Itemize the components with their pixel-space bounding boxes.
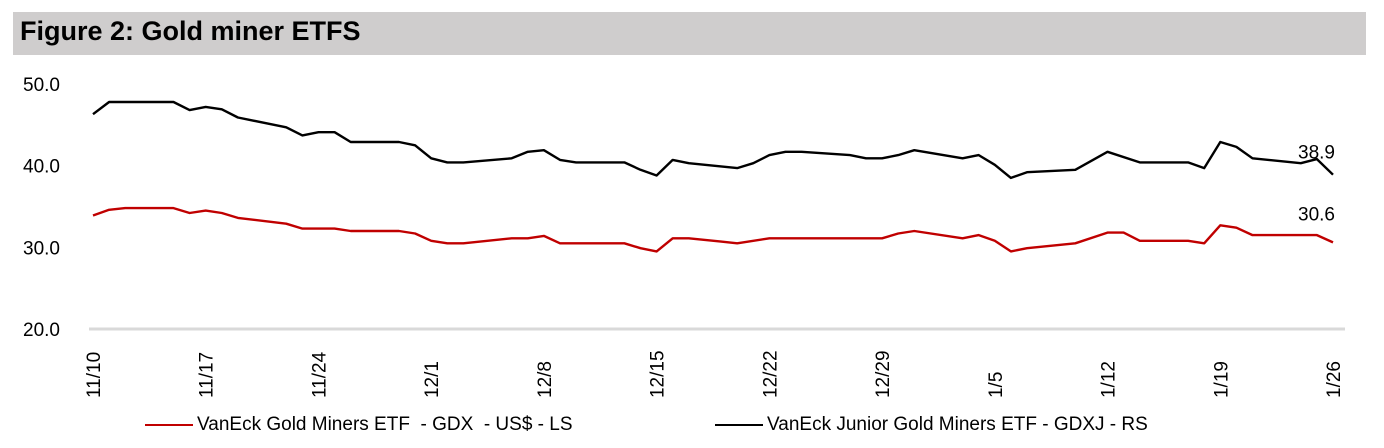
x-tick-label: 1/19 (1211, 361, 1232, 398)
title-bar (13, 12, 1366, 55)
x-tick-label: 12/1 (422, 361, 443, 398)
x-tick-label: 12/29 (873, 350, 894, 398)
x-tick-label: 11/17 (197, 352, 218, 398)
legend-item-gdxj: VanEck Junior Gold Miners ETF - GDXJ - R… (715, 414, 1148, 436)
series-line-gdxj (92, 100, 1334, 180)
legend-swatch-gdx (145, 423, 193, 426)
x-tick-label: 12/8 (535, 361, 556, 398)
series-line-gdx (92, 206, 1334, 253)
legend-item-gdx: VanEck Gold Miners ETF - GDX - US$ - LS (145, 414, 573, 436)
y-tick-label: 20.0 (23, 320, 60, 341)
x-tick-label: 12/22 (760, 350, 781, 398)
legend-label-gdxj: VanEck Junior Gold Miners ETF - GDXJ - R… (767, 414, 1148, 435)
end-value-label: 30.6 (1298, 204, 1335, 225)
x-tick-label: 11/24 (309, 351, 330, 398)
x-tick-label: 1/26 (1324, 361, 1345, 398)
legend-swatch-gdxj (715, 423, 763, 426)
legend-label-gdx: VanEck Gold Miners ETF - GDX - US$ - LS (197, 414, 573, 435)
y-tick-label: 50.0 (23, 75, 60, 96)
x-tick-label: 11/10 (84, 352, 105, 398)
x-tick-label: 1/5 (986, 372, 1007, 398)
x-tick-label: 12/15 (648, 350, 669, 398)
chart-title: Figure 2: Gold miner ETFS (20, 16, 361, 46)
end-value-label: 38.9 (1298, 143, 1335, 164)
y-tick-label: 30.0 (23, 238, 60, 259)
y-tick-label: 40.0 (23, 157, 60, 178)
x-tick-label: 1/12 (1099, 361, 1120, 398)
